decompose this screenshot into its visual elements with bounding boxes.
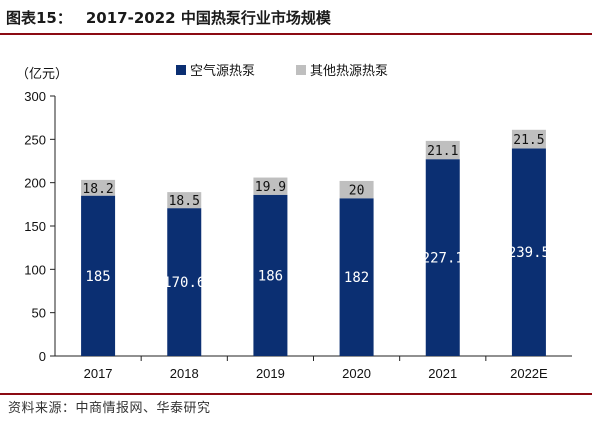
y-tick-label: 250 bbox=[24, 132, 46, 147]
data-label-air-source-2022E: 239.5 bbox=[508, 245, 550, 261]
bar-other-source-2022E bbox=[511, 129, 546, 149]
x-tick-label: 2018 bbox=[170, 366, 199, 381]
source-note: 资料来源：中商情报网、华泰研究 bbox=[8, 401, 211, 416]
x-tick-label: 2017 bbox=[84, 366, 113, 381]
figure-header: 图表15： 2017-2022 中国热泵行业市场规模 bbox=[0, 0, 592, 34]
bar-air-source-2018 bbox=[167, 208, 202, 356]
y-tick-label: 0 bbox=[39, 349, 46, 364]
y-tick-label: 200 bbox=[24, 176, 46, 191]
header-rule bbox=[0, 33, 592, 35]
figure-label: 图表15： bbox=[6, 8, 72, 27]
legend-label-1: 其他热源热泵 bbox=[310, 64, 388, 79]
bar-air-source-2020 bbox=[339, 198, 374, 356]
x-tick-label: 2020 bbox=[342, 366, 371, 381]
x-tick-label: 2019 bbox=[256, 366, 285, 381]
footer-rule bbox=[0, 393, 592, 395]
data-label-other-source-2021: 21.1 bbox=[427, 144, 458, 159]
x-tick-label: 2021 bbox=[428, 366, 457, 381]
bar-other-source-2017 bbox=[81, 179, 116, 196]
bar-air-source-2019 bbox=[253, 194, 288, 356]
y-axis-unit: （亿元） bbox=[16, 67, 68, 82]
legend-swatch-1 bbox=[296, 65, 306, 75]
stacked-bar-chart: （亿元） 空气源热泵 其他热源热泵 0 50 100 150 200 250 300 2017 185… bbox=[16, 63, 572, 381]
data-label-other-source-2018: 18.5 bbox=[169, 194, 200, 209]
bar-other-source-2019 bbox=[253, 177, 288, 195]
bar-other-source-2021 bbox=[425, 140, 460, 160]
bar-air-source-2021 bbox=[425, 159, 460, 356]
legend-swatch-0 bbox=[176, 65, 186, 75]
y-tick-label: 300 bbox=[24, 89, 46, 104]
data-label-air-source-2018: 170.6 bbox=[163, 275, 205, 291]
y-tick-label: 100 bbox=[24, 262, 46, 277]
data-label-other-source-2022E: 21.5 bbox=[513, 133, 544, 148]
bar-air-source-2017 bbox=[81, 195, 116, 356]
y-tick-label: 150 bbox=[24, 219, 46, 234]
data-label-air-source-2017: 185 bbox=[85, 269, 110, 285]
x-tick-label: 2022E bbox=[510, 366, 548, 381]
legend-label-0: 空气源热泵 bbox=[190, 63, 255, 79]
data-label-air-source-2021: 227.1 bbox=[422, 251, 464, 267]
data-label-air-source-2020: 182 bbox=[344, 270, 369, 286]
bar-air-source-2022E bbox=[511, 148, 546, 356]
bar-other-source-2018 bbox=[167, 192, 202, 209]
figure-title: 2017-2022 中国热泵行业市场规模 bbox=[85, 8, 331, 27]
data-label-other-source-2017: 18.2 bbox=[82, 182, 113, 197]
y-tick-label: 50 bbox=[32, 306, 46, 321]
data-label-other-source-2019: 19.9 bbox=[255, 180, 286, 195]
data-label-air-source-2019: 186 bbox=[258, 268, 283, 284]
data-label-other-source-2020: 20 bbox=[349, 184, 365, 199]
bar-other-source-2020 bbox=[339, 180, 374, 199]
